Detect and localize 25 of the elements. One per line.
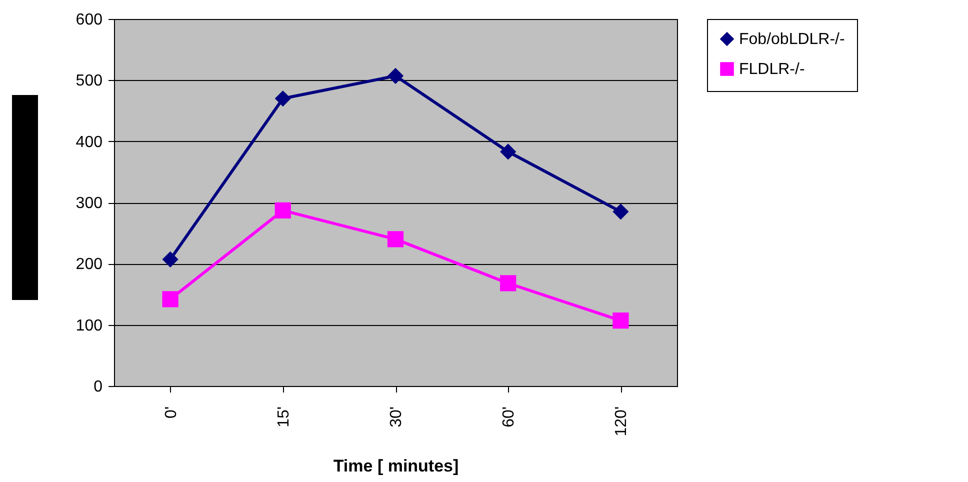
legend-label: FLDLR-/- <box>739 61 805 78</box>
y-tick-label: 600 <box>76 12 103 28</box>
x-tick-label: 15' <box>275 406 292 428</box>
y-tick-label: 500 <box>76 72 103 90</box>
x-tick-label: 30' <box>388 406 405 428</box>
y-tick-label: 400 <box>76 134 103 151</box>
y-tick-label: 0 <box>94 378 103 396</box>
x-tick-label: 0' <box>162 406 180 418</box>
point <box>500 144 516 160</box>
point <box>387 231 404 248</box>
y-tick-label: 300 <box>76 195 103 212</box>
x-tick-label: 120' <box>613 406 630 436</box>
point <box>500 275 516 292</box>
y-tick-label: 100 <box>76 317 103 334</box>
point <box>162 251 178 268</box>
point <box>612 312 629 329</box>
x-axis-title: Time [ minutes] <box>333 456 459 476</box>
point <box>612 204 629 220</box>
point <box>387 68 404 84</box>
legend-label: Fob/obLDLR-/- <box>739 31 845 48</box>
point <box>274 90 291 107</box>
point <box>274 202 291 219</box>
x-tick-label: 60' <box>500 406 518 428</box>
point <box>162 291 178 308</box>
y-tick-label: 200 <box>76 256 103 274</box>
